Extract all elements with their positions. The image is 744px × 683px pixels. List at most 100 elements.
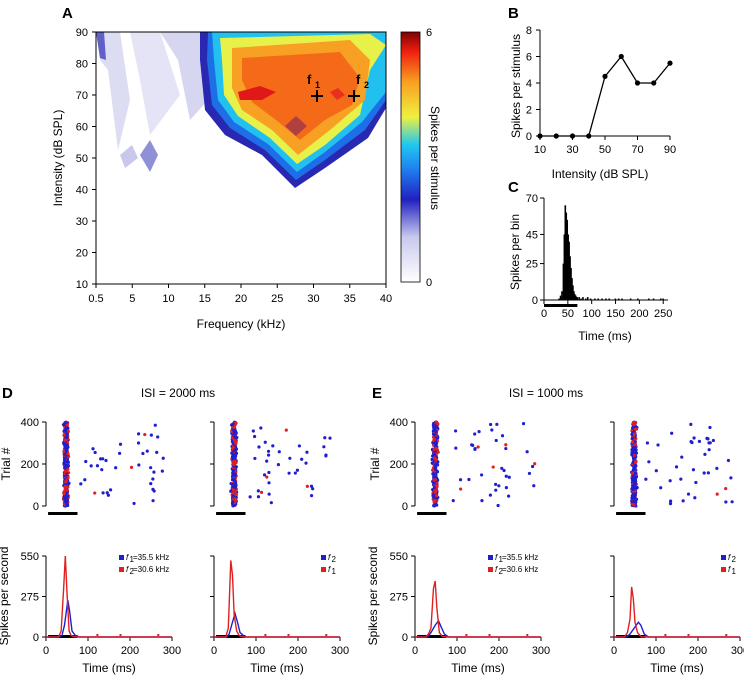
d-legend-swatch bbox=[119, 567, 124, 572]
e-xlabel: Time (ms) bbox=[650, 661, 704, 675]
heatmap-y-ticks: 10 20 30 40 50 60 70 80 90 bbox=[76, 27, 96, 291]
d-raster-spike bbox=[232, 463, 236, 467]
e-legend-sub: 2 bbox=[499, 567, 504, 576]
c-bar bbox=[594, 298, 596, 300]
d-psth-baseline-mark bbox=[287, 634, 290, 636]
heatmap-peak-60db bbox=[285, 116, 307, 136]
d-psth-x-tick-label: 0 bbox=[211, 645, 217, 657]
d-legend-text: =35.5 kHz bbox=[133, 553, 169, 562]
e-legend-sub: 1 bbox=[499, 555, 504, 564]
c-bar bbox=[562, 263, 565, 300]
d-raster-spike bbox=[65, 488, 69, 492]
d-raster-spike bbox=[232, 425, 236, 429]
d-raster-y-tick-label: 0 bbox=[33, 501, 39, 513]
e-raster-spike bbox=[431, 494, 435, 498]
heatmap-spot-2 bbox=[140, 140, 158, 172]
heatmap-xlabel: Frequency (kHz) bbox=[197, 317, 286, 331]
e-raster-spike bbox=[702, 471, 706, 475]
d-raster-spike bbox=[277, 450, 281, 454]
d-raster-spike bbox=[93, 491, 97, 495]
d-raster-spike bbox=[266, 453, 271, 457]
d-raster-spike bbox=[265, 459, 269, 463]
e-raster-spike bbox=[706, 471, 710, 475]
b-y-tick-label: 0 bbox=[526, 131, 532, 143]
e-raster-spike bbox=[527, 471, 532, 476]
e-raster-spike bbox=[706, 437, 710, 441]
e-title: ISI = 1000 ms bbox=[509, 386, 583, 400]
e-raster-spike bbox=[453, 429, 458, 433]
d-raster-spike bbox=[65, 503, 70, 507]
d-raster-spike bbox=[106, 493, 110, 497]
d-raster-spike bbox=[266, 449, 271, 453]
e-psth-ylabel: Spikes per second bbox=[366, 547, 380, 646]
d-raster-spike bbox=[89, 464, 93, 468]
e-raster-spike bbox=[432, 475, 436, 479]
d-legend-sub: 1 bbox=[130, 555, 135, 564]
colorbar-label: Spikes per stimulus bbox=[428, 106, 442, 210]
d-raster-spike bbox=[271, 444, 275, 448]
c-x-tick-label: 150 bbox=[606, 308, 624, 320]
d-legend-swatch bbox=[119, 555, 124, 560]
e-raster-spike bbox=[668, 502, 673, 506]
d-raster-spike bbox=[64, 469, 68, 473]
d-raster-spike bbox=[256, 495, 261, 499]
d-raster-spike bbox=[230, 482, 235, 487]
c-bar bbox=[578, 297, 580, 300]
d-raster-spike bbox=[66, 485, 70, 489]
d-raster-spike bbox=[65, 432, 69, 436]
e-raster-spike bbox=[531, 464, 535, 469]
e-raster-spike bbox=[680, 455, 684, 459]
d-raster-spike bbox=[287, 471, 291, 475]
e-raster-spike bbox=[433, 488, 437, 492]
c-y-tick-label: 70 bbox=[526, 193, 538, 205]
d-psth-x-tick-label: 100 bbox=[247, 645, 265, 657]
e-psth-x-tick-label: 100 bbox=[448, 645, 466, 657]
e-raster-spike bbox=[533, 462, 537, 466]
d-xlabel: Time (ms) bbox=[82, 661, 136, 675]
b-x-tick-label: 50 bbox=[599, 144, 611, 156]
e-raster-spike bbox=[690, 440, 694, 445]
c-xlabel: Time (ms) bbox=[578, 329, 632, 343]
c-bar bbox=[605, 298, 607, 300]
d-raster-spike bbox=[104, 458, 108, 463]
d-raster-spike bbox=[253, 456, 257, 461]
d-raster-spike bbox=[233, 484, 238, 489]
b-y-tick-label: 8 bbox=[526, 25, 532, 37]
d-raster-spike bbox=[309, 484, 314, 488]
e-legend-text: =35.5 kHz bbox=[502, 553, 538, 562]
d-raster-spike bbox=[328, 436, 332, 440]
e-raster-spike bbox=[494, 482, 498, 486]
e-legend-text: =30.6 kHz bbox=[502, 565, 538, 574]
d-raster-spike bbox=[230, 451, 234, 455]
e-raster-spike bbox=[434, 503, 438, 507]
d-psth-red-line bbox=[214, 560, 340, 638]
d-raster-spike bbox=[63, 485, 67, 489]
d-psth-baseline-mark bbox=[96, 634, 99, 636]
d-raster-spike bbox=[231, 422, 235, 426]
d-raster-spike bbox=[145, 449, 149, 453]
e-psth-baseline-mark bbox=[664, 634, 667, 636]
d-raster-spike bbox=[118, 451, 122, 455]
d-raster-spike bbox=[141, 451, 145, 456]
e-raster-spike bbox=[488, 493, 493, 497]
c-bar bbox=[564, 205, 567, 300]
d-raster-spike bbox=[305, 484, 309, 488]
d-raster-spike bbox=[62, 441, 66, 446]
e-raster-spike bbox=[532, 484, 536, 488]
e-raster-spike bbox=[715, 492, 719, 496]
heatmap-y-tick-label: 70 bbox=[76, 90, 88, 102]
d-raster-spike bbox=[309, 493, 314, 498]
e-raster-spike bbox=[633, 478, 638, 482]
heatmap-peak-70db bbox=[238, 86, 276, 100]
d-legend-sub: 2 bbox=[332, 555, 337, 564]
e-legend-swatch bbox=[721, 555, 726, 560]
e-raster-spike bbox=[631, 468, 635, 472]
e-raster-spike bbox=[631, 421, 635, 426]
e-raster-spike bbox=[694, 480, 698, 485]
e-psth-x-tick-label: 0 bbox=[412, 645, 418, 657]
d-raster-spike bbox=[136, 432, 141, 436]
e-raster-spike bbox=[451, 499, 455, 503]
d-psth-stimulus-bar bbox=[216, 635, 246, 638]
d-raster-spike bbox=[64, 479, 68, 483]
e-raster-spike bbox=[435, 484, 439, 489]
